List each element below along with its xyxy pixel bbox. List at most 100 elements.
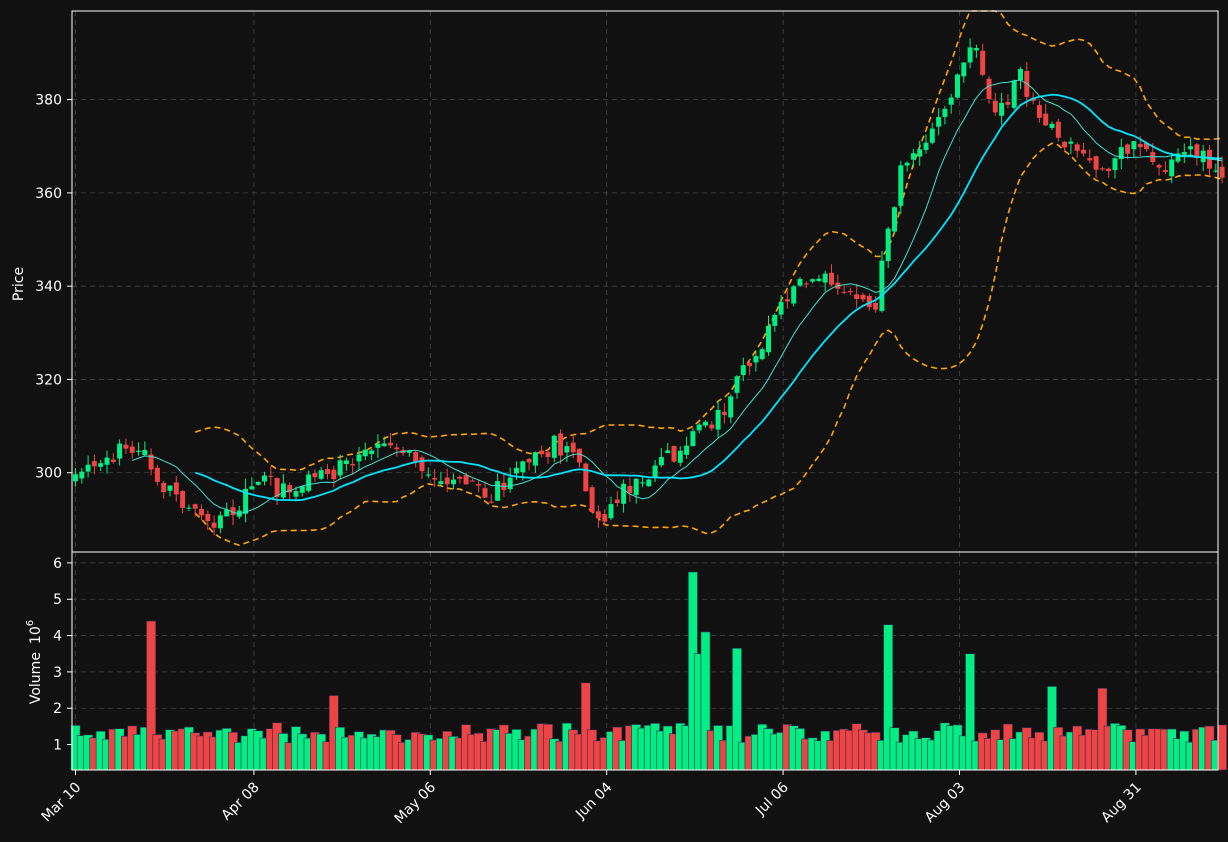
candle xyxy=(608,496,614,521)
volume-axis-label: Volume 106 xyxy=(25,620,44,704)
candle xyxy=(217,511,223,534)
candle xyxy=(488,494,494,504)
volume-y-ticks: 1 2 3 4 5 6 xyxy=(53,556,72,754)
candle xyxy=(350,458,356,475)
candle xyxy=(1043,103,1049,127)
candle xyxy=(451,473,456,490)
candle xyxy=(1099,166,1105,172)
candle xyxy=(161,480,167,499)
candle-body xyxy=(652,465,658,477)
candle xyxy=(942,106,948,125)
candle xyxy=(791,284,797,307)
candle-body xyxy=(740,365,746,375)
price-moving-averages xyxy=(132,79,1223,515)
candle xyxy=(299,485,305,497)
candle-body xyxy=(1018,69,1023,81)
candle-body xyxy=(438,481,444,484)
candle xyxy=(1081,142,1086,157)
candle-body xyxy=(627,485,633,493)
candle-body xyxy=(1175,153,1181,162)
candle-body xyxy=(898,165,904,206)
candle-body xyxy=(312,473,318,478)
candle-body xyxy=(192,504,198,509)
candle-body xyxy=(892,207,897,232)
candle xyxy=(280,474,286,500)
candle-body xyxy=(167,485,173,491)
candle-body xyxy=(104,457,110,465)
candle-body xyxy=(797,279,803,286)
candle-body xyxy=(747,363,753,367)
price-y-tick-label-2: 340 xyxy=(35,279,62,295)
candle xyxy=(85,455,91,478)
candle xyxy=(104,450,110,474)
candle xyxy=(457,475,463,484)
candle xyxy=(929,122,935,145)
volume-y-tick-label-1: 2 xyxy=(53,701,62,717)
candle-body xyxy=(293,491,299,497)
candle xyxy=(564,441,570,463)
candle-body xyxy=(1137,143,1143,148)
price-panel: 300 320 340 360 380 Price xyxy=(11,10,1225,553)
candle xyxy=(658,448,664,468)
candle-body xyxy=(488,501,494,503)
candle xyxy=(369,448,375,461)
candle xyxy=(778,295,784,320)
candle-body xyxy=(381,443,387,446)
candle xyxy=(1125,143,1131,160)
candle xyxy=(759,347,765,361)
candle-body xyxy=(369,450,375,454)
candle xyxy=(1112,157,1118,179)
candle-body xyxy=(91,461,97,467)
candle xyxy=(507,467,513,493)
candle xyxy=(633,478,639,504)
candle xyxy=(526,457,532,471)
candle xyxy=(180,489,186,514)
candle xyxy=(1093,155,1099,179)
candle xyxy=(803,281,809,289)
candle xyxy=(343,457,349,471)
candle-body xyxy=(589,487,595,513)
candle xyxy=(432,469,438,488)
candle-body xyxy=(495,481,501,501)
candle xyxy=(703,420,708,428)
candle xyxy=(753,350,759,372)
candle xyxy=(747,359,753,376)
candle xyxy=(79,467,85,484)
candle-body xyxy=(873,302,879,310)
price-y-ticks: 300 320 340 360 380 xyxy=(35,93,72,482)
volume-y-tick-label-3: 4 xyxy=(53,629,62,645)
candle-body xyxy=(318,470,324,479)
candle xyxy=(1131,140,1137,158)
candle-body xyxy=(778,302,784,315)
candle xyxy=(1156,163,1162,176)
candle-body xyxy=(217,515,223,529)
candle xyxy=(577,448,582,468)
candle-body xyxy=(646,479,652,487)
candle-body xyxy=(79,471,85,479)
candle xyxy=(1219,156,1225,184)
candle-body xyxy=(910,153,916,160)
candle-body xyxy=(728,396,734,418)
candle xyxy=(117,439,123,466)
candle-body xyxy=(425,474,431,476)
candle xyxy=(545,449,551,465)
candle xyxy=(1169,152,1175,184)
candle xyxy=(375,434,381,458)
candle xyxy=(73,468,78,487)
candle-body xyxy=(658,457,664,466)
candle-body xyxy=(1093,156,1099,170)
candle-body xyxy=(1062,141,1068,148)
candle xyxy=(287,482,293,501)
candle xyxy=(621,479,627,513)
candle-body xyxy=(73,474,78,482)
candle xyxy=(539,445,545,458)
candle-body xyxy=(583,463,589,492)
candle xyxy=(1118,138,1124,170)
candle xyxy=(1036,100,1042,123)
candle-body xyxy=(249,486,255,490)
candle xyxy=(312,469,318,482)
candle-body xyxy=(860,294,866,300)
candle-body xyxy=(287,485,293,493)
candle-body xyxy=(715,409,721,430)
candle-body xyxy=(123,444,129,449)
